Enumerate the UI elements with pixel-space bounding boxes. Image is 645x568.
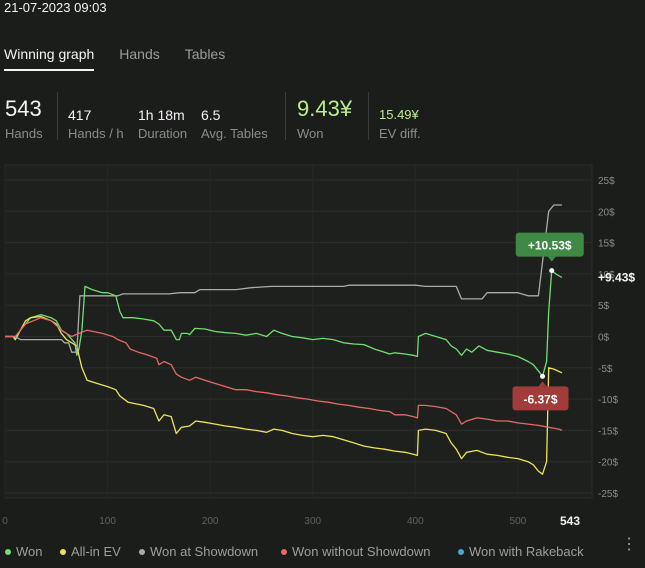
legend-item-allin-ev[interactable]: All-in EV bbox=[60, 544, 121, 559]
legend-label: Won without Showdown bbox=[292, 544, 431, 559]
stat-hands-label: Hands bbox=[5, 126, 43, 141]
stat-duration-value: 1h 18m bbox=[138, 107, 185, 123]
legend-item-won-at-showdown[interactable]: Won at Showdown bbox=[139, 544, 258, 559]
min-badge bbox=[512, 386, 569, 411]
stats-divider bbox=[57, 92, 58, 140]
legend-item-won[interactable]: Won bbox=[5, 544, 43, 559]
legend-item-won-with-rakeback[interactable]: Won with Rakeback bbox=[458, 544, 584, 559]
max-point-marker bbox=[549, 268, 555, 274]
legend-label: Won with Rakeback bbox=[469, 544, 584, 559]
x-end-label: 543 bbox=[560, 514, 580, 528]
y-tick-label: -25$ bbox=[598, 489, 618, 500]
y-tick-label: 5$ bbox=[598, 301, 610, 312]
tab-tables[interactable]: Tables bbox=[184, 46, 226, 62]
legend-dot-won bbox=[5, 548, 11, 555]
legend-label: All-in EV bbox=[71, 544, 121, 559]
series-line-won-at-showdown bbox=[5, 204, 562, 353]
x-tick-label: 0 bbox=[2, 516, 8, 527]
legend-dot-won-without-showdown bbox=[281, 548, 287, 555]
chart-legend: Won All-in EV Won at Showdown Won withou… bbox=[0, 544, 645, 564]
x-tick-label: 100 bbox=[99, 516, 116, 527]
y-tick-label: 25$ bbox=[598, 176, 615, 187]
stat-avg-tables-value: 6.5 bbox=[201, 107, 221, 123]
stat-ev-diff-label: EV diff. bbox=[379, 126, 421, 141]
more-vertical-icon[interactable]: ⋮ bbox=[621, 536, 637, 553]
stat-hands-per-hour-value: 417 bbox=[68, 107, 92, 123]
y-tick-label: 20$ bbox=[598, 207, 615, 218]
legend-label: Won bbox=[16, 544, 43, 559]
series-line-won bbox=[5, 269, 563, 378]
max-badge bbox=[515, 232, 584, 257]
stat-duration-label: Duration bbox=[138, 126, 188, 141]
session-datetime: 21-07-2023 09:03 bbox=[4, 0, 107, 15]
stat-hands-per-hour-label: Hands / h bbox=[68, 126, 124, 141]
y-tick-label: -5$ bbox=[598, 364, 613, 375]
x-tick-label: 200 bbox=[202, 516, 219, 527]
min-point-marker bbox=[540, 373, 546, 379]
max-badge-label: +10.53$ bbox=[528, 239, 572, 253]
winning-graph-chart: 25$ 20$ 15$ 10$ 5$ 0$ -5$ -10$ -15$ -20$ -25$ 0 100 2… bbox=[2, 164, 635, 528]
x-tick-label: 500 bbox=[510, 516, 527, 527]
chart-plot-area bbox=[4, 164, 593, 499]
y-tick-label: 0$ bbox=[598, 333, 610, 344]
stat-hands-value: 543 bbox=[5, 96, 42, 121]
y-tick-label: -20$ bbox=[598, 458, 618, 469]
y-tick-label: -15$ bbox=[598, 426, 618, 437]
legend-dot-won-at-showdown bbox=[139, 548, 145, 555]
min-badge-pointer bbox=[538, 381, 547, 387]
stats-divider bbox=[368, 92, 369, 140]
session-stats: 543 Hands 417 Hands / h 1h 18m Duration … bbox=[0, 92, 645, 142]
stat-won-label: Won bbox=[297, 126, 324, 141]
end-value-label: +9.43$ bbox=[598, 270, 635, 284]
tab-hands[interactable]: Hands bbox=[119, 46, 160, 62]
stat-ev-diff-value: 15.49¥ bbox=[379, 107, 419, 122]
stat-avg-tables-label: Avg. Tables bbox=[201, 126, 268, 141]
y-tick-label: -10$ bbox=[598, 395, 618, 406]
legend-label: Won at Showdown bbox=[150, 544, 259, 559]
max-badge-pointer bbox=[547, 256, 556, 262]
x-tick-label: 300 bbox=[304, 516, 321, 527]
x-tick-label: 400 bbox=[407, 516, 424, 527]
y-tick-label: 15$ bbox=[598, 239, 615, 250]
min-badge-label: -6.37$ bbox=[523, 392, 557, 406]
legend-dot-won-with-rakeback bbox=[458, 548, 464, 555]
tab-winning-graph[interactable]: Winning graph bbox=[4, 46, 95, 71]
legend-item-won-without-showdown[interactable]: Won without Showdown bbox=[281, 544, 431, 559]
tab-bar: Winning graph Hands Tables bbox=[4, 46, 250, 71]
series-line-won-without-showdown bbox=[5, 317, 563, 431]
legend-dot-allin-ev bbox=[60, 548, 66, 555]
stats-divider bbox=[285, 92, 286, 140]
y-tick-label: 10$ bbox=[598, 270, 615, 281]
stat-won-value: 9.43¥ bbox=[297, 96, 353, 121]
